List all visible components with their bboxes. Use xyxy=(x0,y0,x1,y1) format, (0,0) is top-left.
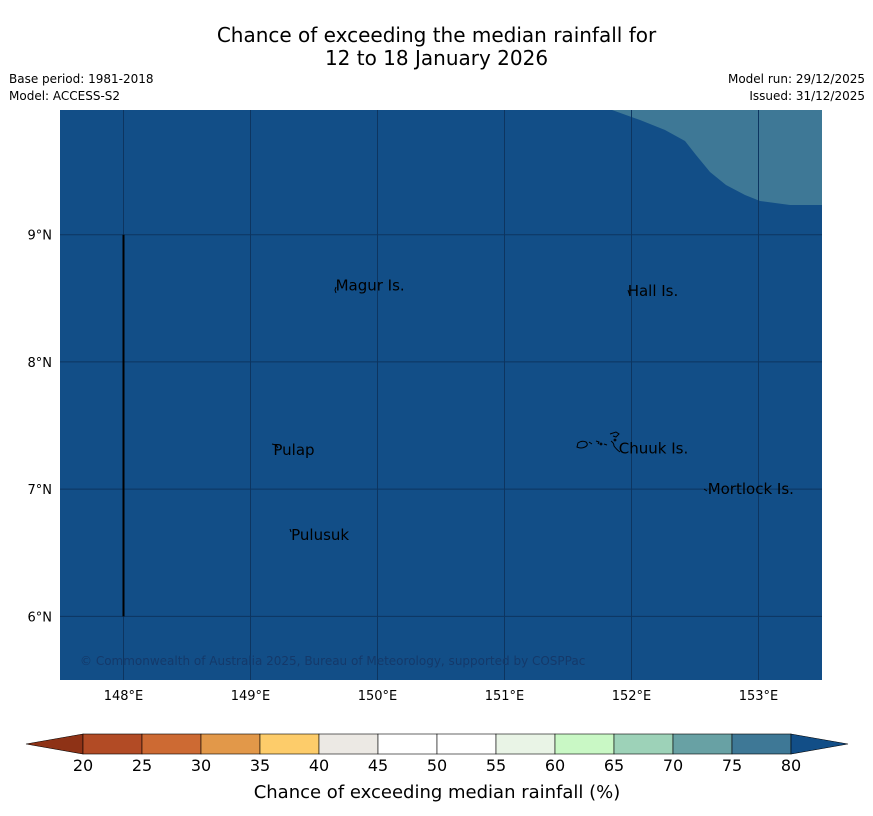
base-period-text: Base period: 1981-2018 xyxy=(9,72,154,86)
colorbar-tick-label: 30 xyxy=(191,756,211,775)
colorbar-over-arrow xyxy=(790,733,849,755)
pulap-island-outline xyxy=(271,443,279,449)
longitude-tick-label: 153°E xyxy=(739,689,779,704)
colorbar-segment xyxy=(141,733,202,755)
colorbar-tick-label: 55 xyxy=(486,756,506,775)
higher-probability-region xyxy=(612,110,822,205)
latitude-tick-label: 6°N xyxy=(28,610,53,625)
longitude-tick-label: 152°E xyxy=(612,689,652,704)
latitude-tick-label: 8°N xyxy=(28,356,53,371)
colorbar-segment xyxy=(613,733,674,755)
colorbar-segment xyxy=(495,733,556,755)
place-label-hall-is: Hall Is. xyxy=(628,282,679,300)
place-label-chuuk-is: Chuuk Is. xyxy=(619,440,688,458)
hall-island-outline xyxy=(627,289,631,297)
colorbar-tick-labels: 20 25 30 35 40 45 50 55 60 65 70 75 80 xyxy=(73,756,801,775)
colorbar-tick-label: 20 xyxy=(73,756,93,775)
colorbar-tick-label: 45 xyxy=(368,756,388,775)
colorbar-tick-label: 70 xyxy=(663,756,683,775)
place-label-pulusuk: Pulusuk xyxy=(291,526,349,544)
colorbar-tick-label: 80 xyxy=(781,756,801,775)
colorbar-segment xyxy=(731,733,792,755)
issued-text: Issued: 31/12/2025 xyxy=(749,89,865,103)
colorbar-tick-label: 40 xyxy=(309,756,329,775)
colorbar-tick-label: 65 xyxy=(604,756,624,775)
colorbar-segment xyxy=(377,733,438,755)
grid-lines xyxy=(60,110,822,680)
place-labels: Magur Is. Hall Is. Pulap Chuuk Is. Mortlock … xyxy=(273,277,794,544)
colorbar-segment xyxy=(672,733,733,755)
mortlock-island-outline xyxy=(703,488,708,492)
chart-title-line-1: Chance of exceeding the median rainfall … xyxy=(216,23,657,47)
place-label-pulap: Pulap xyxy=(273,441,314,459)
colorbar-segment xyxy=(200,733,261,755)
latitude-tick-label: 9°N xyxy=(28,229,53,244)
magur-island-outline xyxy=(334,286,337,294)
colorbar-segment xyxy=(318,733,379,755)
latitude-tick-labels: 9°N 8°N 7°N 6°N xyxy=(28,229,53,626)
model-run-text: Model run: 29/12/2025 xyxy=(727,72,865,86)
colorbar-segment xyxy=(554,733,615,755)
colorbar-segment xyxy=(82,733,143,755)
chart-title-line-2: 12 to 18 January 2026 xyxy=(324,46,549,70)
model-text: Model: ACCESS-S2 xyxy=(9,89,121,103)
colorbar-tick-label: 50 xyxy=(427,756,447,775)
place-label-mortlock-is: Mortlock Is. xyxy=(708,480,794,498)
colorbar: 20 25 30 35 40 45 50 55 60 65 70 75 80 Chance of exc… xyxy=(25,733,849,803)
colorbar-segment xyxy=(259,733,320,755)
colorbar-segment xyxy=(436,733,497,755)
longitude-tick-label: 148°E xyxy=(104,689,144,704)
latitude-tick-label: 7°N xyxy=(28,483,53,498)
map-base-fill xyxy=(60,110,822,680)
colorbar-tick-label: 75 xyxy=(722,756,742,775)
colorbar-tick-label: 25 xyxy=(132,756,152,775)
colorbar-label: Chance of exceeding median rainfall (%) xyxy=(254,782,621,803)
place-label-magur-is: Magur Is. xyxy=(336,277,405,295)
chuuk-lagoon-outline xyxy=(576,431,621,453)
longitude-tick-label: 149°E xyxy=(231,689,271,704)
pulusuk-island-outline xyxy=(289,528,292,533)
copyright-text: © Commonwealth of Australia 2025, Bureau… xyxy=(80,654,585,668)
colorbar-tick-label: 60 xyxy=(545,756,565,775)
map-frame: Magur Is. Hall Is. Pulap Chuuk Is. Mortlock … xyxy=(60,110,822,680)
colorbar-under-arrow xyxy=(25,733,84,755)
island-markers xyxy=(271,286,708,533)
colorbar-tick-label: 35 xyxy=(250,756,270,775)
longitude-tick-labels: 148°E 149°E 150°E 151°E 152°E 153°E xyxy=(104,689,779,704)
longitude-tick-label: 150°E xyxy=(358,689,398,704)
colorbar-segments xyxy=(82,733,792,755)
longitude-tick-label: 151°E xyxy=(485,689,525,704)
